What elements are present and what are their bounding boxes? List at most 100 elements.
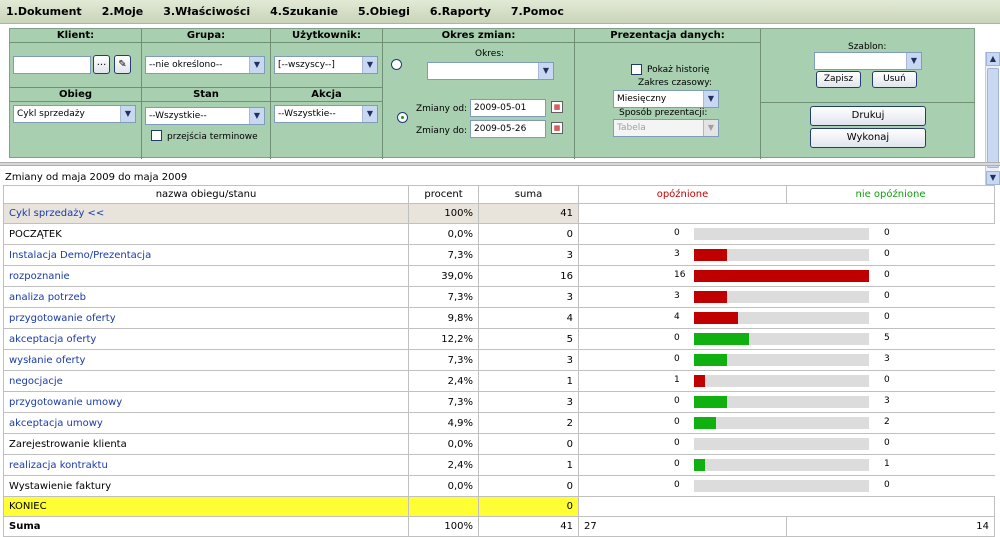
obieg-cell: Obieg Cykl sprzedaży ▼ [10,87,141,159]
stan-select[interactable]: --Wszystkie-- ▼ [145,107,265,125]
pane-splitter[interactable] [0,162,1000,166]
scroll-thumb[interactable] [987,68,999,168]
menu-obiegi[interactable]: 5.Obiegi [357,5,410,18]
usun-button[interactable]: Usuń [872,71,917,88]
table-header-row: nazwa obiegu/stanu procent suma opóźnion… [3,185,995,204]
chevron-down-icon: ▼ [906,53,921,69]
menu-wlasciwosci[interactable]: 3.Właściwości [163,5,251,18]
row-bar-fill [694,312,738,324]
row-sum: 16 [478,265,579,287]
report-caption: Zmiany od maja 2009 do maja 2009 [5,172,188,183]
okres-zmian-label: Okres zmian: [383,29,574,43]
scroll-up-icon[interactable]: ▲ [986,52,1000,66]
stan-cell: Stan --Wszystkie-- ▼ przejścia terminowe [141,87,270,159]
row-percent: 7,3% [408,286,479,308]
przejscia-checkbox[interactable] [151,130,162,141]
uzytkownik-value: [--wszyscy--] [278,60,335,70]
row-bar-track [694,291,869,303]
akcja-select[interactable]: --Wszystkie-- ▼ [274,105,378,123]
row-name[interactable]: akceptacja umowy [3,412,409,434]
zapisz-button[interactable]: Zapisz [816,71,861,88]
row-name[interactable]: wysłanie oferty [3,349,409,371]
chevron-down-icon: ▼ [703,91,718,107]
row-bar-cell: 16 0 [578,265,995,287]
szablon-select[interactable]: ▼ [814,52,922,70]
grupa-select[interactable]: --nie określono-- ▼ [145,56,265,74]
group-row: Cykl sprzedaży << 100% 41 [3,203,995,224]
grupa-value: --nie określono-- [149,60,223,70]
row-sum: 0 [478,433,579,455]
stan-label: Stan [142,88,270,102]
row-sum: 1 [478,370,579,392]
obieg-select[interactable]: Cykl sprzedaży ▼ [13,105,136,123]
prezentacja-label: Prezentacja danych: [575,29,760,43]
menu-raporty[interactable]: 6.Raporty [429,5,491,18]
row-name[interactable]: akceptacja oferty [3,328,409,350]
row-bar-track [694,480,869,492]
row-name[interactable]: analiza potrzeb [3,286,409,308]
menu-dokument[interactable]: 1.Dokument [6,5,82,18]
row-bar-track [694,312,869,324]
group-percent: 100% [408,203,479,224]
uzytkownik-select[interactable]: [--wszyscy--] ▼ [274,56,378,74]
pokaz-historie-label: Pokaż historię [647,65,710,75]
calendar-icon[interactable]: ▦ [551,122,563,134]
klient-browse-button[interactable]: ... [93,55,110,74]
akcja-cell: Akcja --Wszystkie-- ▼ [270,87,382,159]
group-name-link[interactable]: Cykl sprzedaży << [3,203,409,224]
table-row: negocjacje 2,4% 1 1 0 [3,370,995,392]
row-sum: 3 [478,244,579,266]
row-name[interactable]: realizacja kontraktu [3,454,409,476]
row-name[interactable]: przygotowanie umowy [3,391,409,413]
okres-select[interactable]: ▼ [427,62,554,80]
row-bar-track [694,354,869,366]
zmiany-do-label: Zmiany do: [416,126,468,136]
okres-zmian-cell: Okres zmian: Okres: ▼ Zmiany od: 2009-05… [382,29,574,159]
row-not-delayed: 0 [884,480,890,490]
row-not-delayed: 3 [884,354,890,364]
zakres-select[interactable]: Miesięczny ▼ [613,90,719,108]
okres-label: Okres: [475,49,505,59]
klient-input[interactable] [13,56,91,74]
klient-edit-icon[interactable]: ✎ [114,55,131,74]
zmiany-do-input[interactable]: 2009-05-26 [470,120,546,138]
menu-pomoc[interactable]: 7.Pomoc [510,5,564,18]
pokaz-historie-checkbox[interactable] [631,64,642,75]
chevron-down-icon: ▼ [249,57,264,73]
klient-label: Klient: [10,29,141,43]
scroll-down-icon[interactable]: ▼ [986,171,1000,185]
row-name[interactable]: rozpoznanie [3,265,409,287]
obieg-label: Obieg [10,88,141,102]
row-not-delayed: 0 [884,312,890,322]
akcje-cell: Drukuj Wykonaj [760,102,975,159]
row-bar-fill [694,396,727,408]
drukuj-button[interactable]: Drukuj [810,106,926,126]
menu-moje[interactable]: 2.Moje [101,5,144,18]
zmiany-radio[interactable] [397,112,408,123]
row-not-delayed: 0 [884,438,890,448]
end-row: KONIEC 0 [3,496,995,517]
akcja-value: --Wszystkie-- [278,109,336,119]
chevron-down-icon: ▼ [120,106,135,122]
wykonaj-button[interactable]: Wykonaj [810,128,926,148]
zmiany-od-input[interactable]: 2009-05-01 [470,99,546,117]
sposob-select[interactable]: Tabela ▼ [613,119,719,137]
group-empty-cell [578,203,995,224]
menu-szukanie[interactable]: 4.Szukanie [270,5,338,18]
calendar-icon[interactable]: ▦ [551,101,563,113]
row-delayed: 3 [674,291,680,301]
zmiany-od-label: Zmiany od: [416,104,468,114]
row-name[interactable]: negocjacje [3,370,409,392]
filter-panel: Klient: ... ✎ Grupa: --nie określono-- ▼ … [9,28,975,159]
row-sum: 0 [478,475,579,497]
okres-radio[interactable] [391,59,402,70]
row-name[interactable]: Instalacja Demo/Prezentacja [3,244,409,266]
end-empty-cell [578,496,995,517]
row-name[interactable]: przygotowanie oferty [3,307,409,329]
table-row: rozpoznanie 39,0% 16 16 0 [3,265,995,287]
filter-scrollbar[interactable]: ▲ ▼ [985,52,1000,185]
table-row: Wystawienie faktury 0,0% 0 0 0 [3,475,995,497]
akcja-label: Akcja [271,88,382,102]
row-percent: 2,4% [408,454,479,476]
